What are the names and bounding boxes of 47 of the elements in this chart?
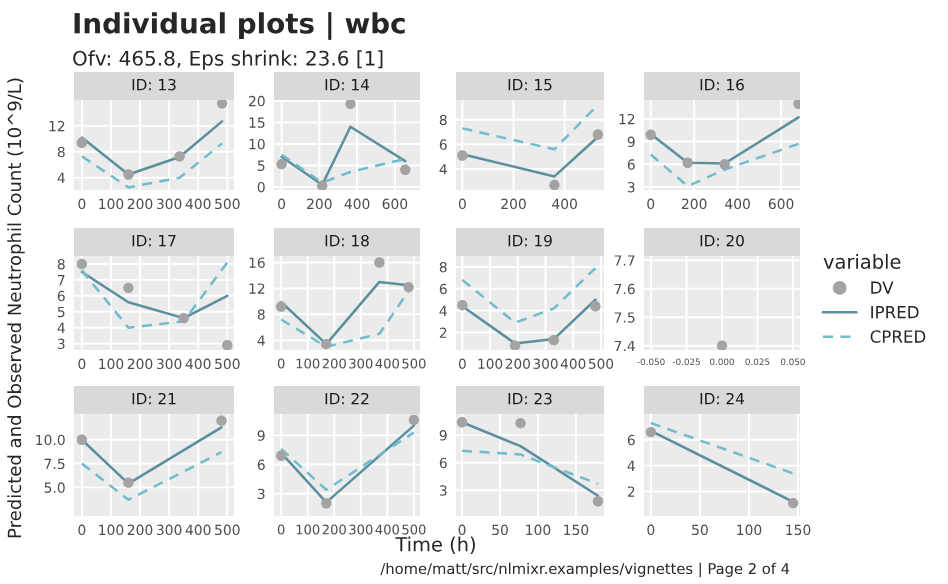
text: Ofv: 465.8, Eps shrink: 23.6 [1]: [73, 50, 383, 70]
point: [645, 129, 656, 140]
point: [123, 477, 134, 488]
legend-title: variable: [823, 253, 901, 269]
point: [403, 281, 414, 293]
point: [408, 414, 420, 426]
point: [515, 417, 526, 429]
point: [590, 301, 601, 312]
point: [719, 159, 730, 170]
point: [76, 258, 88, 270]
point: [345, 100, 356, 110]
point: [457, 299, 468, 311]
point: [222, 340, 233, 350]
line-series: [280, 125, 407, 187]
point: [509, 340, 521, 350]
legend-label: IPRED: [871, 306, 919, 319]
point: [216, 415, 227, 426]
point: [682, 157, 693, 168]
point: [456, 417, 468, 428]
point: [178, 312, 189, 324]
point: [174, 151, 185, 162]
point: [275, 301, 287, 312]
legend-label: DV: [871, 281, 894, 294]
point: [216, 100, 228, 109]
point: [457, 150, 468, 161]
point: [316, 180, 328, 190]
line-series: [649, 142, 800, 188]
point: [321, 498, 332, 509]
point: [276, 158, 287, 170]
point: [321, 338, 332, 350]
point: [374, 257, 385, 268]
point: [400, 164, 411, 175]
point: [592, 496, 604, 507]
point: [549, 179, 560, 190]
legend-label: CPRED: [870, 330, 926, 343]
point: [123, 169, 134, 180]
text: Individual plots | wbc: [74, 12, 405, 40]
line-series: [461, 266, 597, 324]
point: [76, 137, 88, 148]
point: [123, 282, 134, 294]
point: [76, 434, 88, 445]
point: [548, 334, 560, 346]
point: [275, 450, 287, 461]
y-axis-title: Predicted and Observed Neutrophil Count (10^9/L): [7, 78, 25, 538]
x-axis-title: Time (h): [395, 536, 475, 554]
line-series: [80, 142, 224, 189]
point: [592, 129, 604, 140]
